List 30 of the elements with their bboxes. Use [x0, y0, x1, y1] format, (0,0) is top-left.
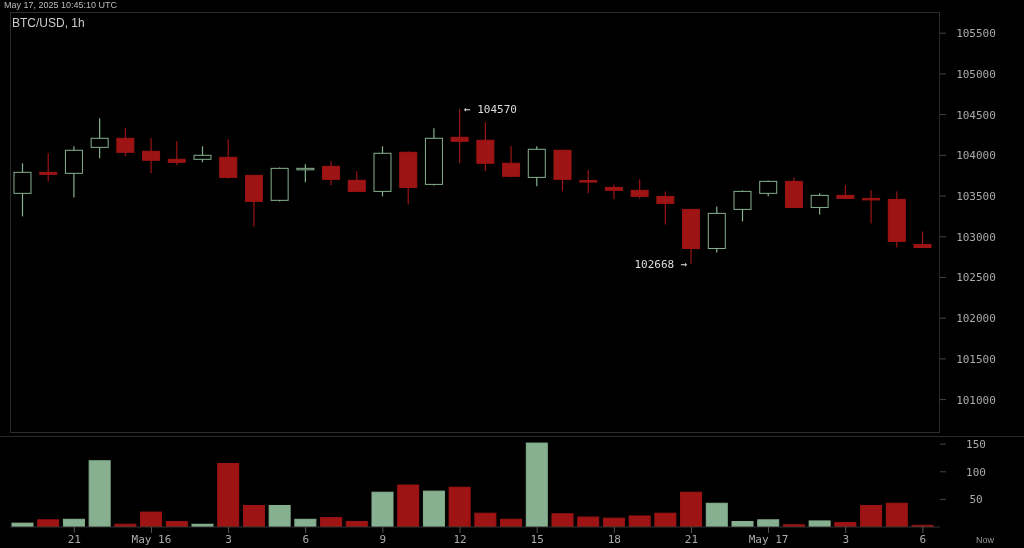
x-tick-label: 6 — [919, 532, 927, 546]
y-tick-label: 101500 — [956, 352, 996, 366]
annotation: ← 104570 — [464, 102, 517, 116]
y-tick-label: 150 — [966, 438, 986, 452]
chart-title: BTC/USD, 1h — [12, 16, 85, 30]
x-tick-label: 3 — [225, 532, 232, 546]
x-tick-label: May 17 — [748, 532, 789, 546]
x-tick-label: May 16 — [131, 532, 172, 546]
x-tick-label: 6 — [302, 532, 310, 546]
x-tick-label: 12 — [453, 532, 467, 546]
y-tick-label: 104500 — [956, 108, 996, 122]
y-tick-label: 105500 — [956, 27, 996, 41]
y-tick-label: 50 — [969, 493, 983, 507]
y-tick-label: 105000 — [956, 67, 996, 81]
y-tick-label: 100 — [966, 465, 986, 479]
y-tick-label: 104000 — [956, 149, 996, 163]
y-tick-label: 103000 — [956, 230, 996, 244]
text: Now — [975, 535, 994, 545]
x-tick-label: 15 — [530, 532, 544, 546]
annotation: 102668 → — [634, 257, 688, 271]
x-tick-label: 18 — [607, 532, 621, 546]
x-tick-label: 21 — [67, 532, 81, 546]
x-tick-label: 3 — [842, 532, 850, 546]
y-tick-label: 103500 — [956, 189, 996, 203]
x-tick-label: 9 — [379, 532, 387, 546]
y-tick-label: 102000 — [956, 312, 996, 326]
y-tick-label: 101000 — [956, 393, 996, 407]
x-tick-label: 21 — [684, 532, 699, 546]
text: May 17, 2025 10:45:10 UTC — [4, 0, 118, 11]
y-tick-label: 102500 — [956, 271, 996, 285]
